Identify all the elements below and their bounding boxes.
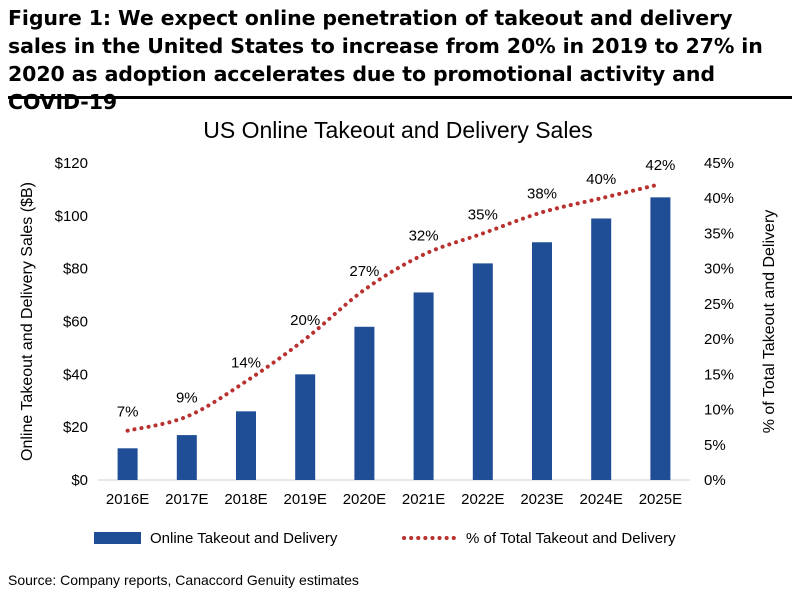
x-tick-2018E: 2018E — [224, 491, 267, 508]
y2-tick-1: 5% — [704, 437, 726, 454]
data-label-2023E: 38% — [527, 185, 557, 202]
x-tick-2021E: 2021E — [402, 491, 445, 508]
x-tick-2022E: 2022E — [461, 491, 504, 508]
bar-2018E — [236, 411, 256, 480]
y-tick-0: $0 — [71, 472, 88, 489]
data-label-2018E: 14% — [231, 354, 261, 371]
y2-tick-6: 30% — [704, 261, 734, 278]
chart-title: US Online Takeout and Delivery Sales — [203, 117, 593, 143]
x-tick-2025E: 2025E — [639, 491, 682, 508]
bar-2025E — [650, 197, 671, 480]
legend: Online Takeout and Delivery % of Total Ta… — [94, 530, 676, 547]
y2-tick-4: 20% — [704, 331, 734, 348]
y2-tick-3: 15% — [704, 366, 734, 383]
x-tick-2019E: 2019E — [284, 491, 327, 508]
data-label-2025E: 42% — [645, 157, 675, 174]
data-label-2019E: 20% — [290, 312, 320, 329]
y-axis-label: Online Takeout and Delivery Sales ($B) — [19, 182, 36, 461]
legend-swatch-bars — [94, 532, 141, 544]
y-ticks-group: $0 $20 $40 $60 $80 $100 $120 — [55, 155, 88, 489]
y2-tick-7: 35% — [704, 225, 734, 242]
x-tick-2023E: 2023E — [520, 491, 563, 508]
data-label-2022E: 35% — [468, 206, 498, 223]
x-tick-2020E: 2020E — [343, 491, 386, 508]
bar-2021E — [413, 292, 434, 480]
legend-label-bars: Online Takeout and Delivery — [150, 530, 338, 547]
title-divider — [8, 96, 792, 99]
percent-line — [125, 182, 663, 433]
y-tick-2: $40 — [63, 366, 88, 383]
line-group: 7% 9% 14% 20% 27% 32% 35% 38% 40% 42% — [117, 157, 675, 433]
figure-title: Figure 1: We expect online penetration o… — [8, 6, 763, 114]
legend-label-line: % of Total Takeout and Delivery — [466, 530, 676, 547]
data-label-2021E: 32% — [409, 228, 439, 245]
x-tick-2024E: 2024E — [580, 491, 623, 508]
data-label-2020E: 27% — [349, 263, 379, 280]
bar-2024E — [591, 218, 612, 480]
bar-2017E — [176, 435, 197, 480]
bar-2016E — [117, 448, 138, 480]
y-tick-6: $120 — [55, 155, 88, 172]
y2-tick-2: 10% — [704, 402, 734, 419]
combo-chart: US Online Takeout and Delivery Sales Onl… — [19, 117, 778, 547]
bars-group — [117, 197, 671, 480]
y2-ticks-group: 0% 5% 10% 15% 20% 25% 30% 35% 40% 45% — [704, 155, 734, 489]
y-tick-3: $60 — [63, 314, 88, 331]
data-label-2017E: 9% — [176, 390, 198, 407]
y2-tick-8: 40% — [704, 190, 734, 207]
bar-2022E — [472, 263, 493, 480]
bar-2020E — [354, 326, 375, 480]
y2-axis-label: % of Total Takeout and Delivery — [761, 210, 778, 434]
y-tick-1: $20 — [63, 419, 88, 436]
source-note: Source: Company reports, Canaccord Genui… — [8, 572, 359, 588]
bar-2019E — [295, 374, 316, 480]
y-tick-4: $80 — [63, 261, 88, 278]
y2-tick-0: 0% — [704, 472, 726, 489]
x-tick-2017E: 2017E — [165, 491, 208, 508]
bar-2023E — [532, 242, 552, 480]
y-tick-5: $100 — [55, 208, 88, 225]
y2-tick-9: 45% — [704, 155, 734, 172]
data-label-2016E: 7% — [117, 404, 139, 421]
x-tick-2016E: 2016E — [106, 491, 149, 508]
x-ticks-group: 2016E 2017E 2018E 2019E 2020E 2021E 2022E 2023E… — [106, 491, 682, 508]
y2-tick-5: 25% — [704, 296, 734, 313]
data-label-2024E: 40% — [586, 171, 616, 188]
